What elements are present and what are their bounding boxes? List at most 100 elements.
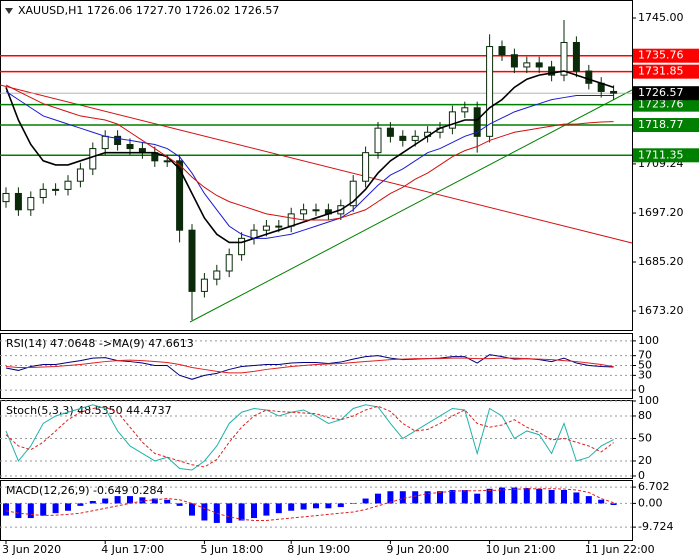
histogram-bar (399, 491, 406, 504)
candle-body (64, 180, 72, 190)
level-label: 1731.85 (638, 65, 684, 78)
indicator-line (5, 405, 614, 468)
histogram-bar (213, 503, 220, 523)
candle-body (349, 180, 357, 207)
histogram-bar (288, 503, 295, 511)
y-tick-label: 0 (638, 469, 645, 482)
histogram-bar (461, 490, 468, 504)
y-tick-label: 70 (638, 349, 652, 362)
histogram-bar (65, 503, 71, 511)
candle-body (411, 135, 419, 141)
histogram-bar (437, 491, 443, 504)
histogram-bar (226, 503, 233, 523)
candle-body (101, 135, 109, 150)
candle-body (27, 197, 35, 211)
histogram-bar (89, 500, 96, 504)
histogram-bar (536, 488, 543, 504)
candle-body (163, 160, 171, 163)
histogram-bar (548, 490, 555, 504)
y-tick-label: 0.00 (638, 496, 663, 509)
candle-body (461, 107, 469, 113)
candle-body (535, 62, 543, 68)
y-tick-label: 1673.20 (638, 304, 684, 317)
candle-body (473, 107, 481, 137)
main-panel-frame (0, 0, 633, 331)
histogram-bar (523, 488, 530, 504)
histogram-bar (412, 491, 419, 504)
panel-title: XAUUSD,H1 1726.06 1727.70 1726.02 1726.5… (18, 4, 279, 17)
y-tick-label: 1745.00 (638, 11, 684, 24)
candle-body (300, 209, 308, 215)
x-tick-label: 10 Jun 21:00 (486, 543, 556, 556)
candle-body (262, 225, 270, 231)
histogram-bar (313, 503, 319, 509)
candle-body (572, 41, 580, 72)
candle-body (14, 192, 22, 211)
level-label-bg (633, 97, 699, 112)
histogram-bar (139, 497, 146, 504)
histogram-bar (337, 503, 344, 508)
histogram-bar (325, 503, 332, 509)
candle-body (362, 152, 370, 182)
x-tick-label: 11 Jun 22:00 (585, 543, 655, 556)
histogram-bar (375, 493, 381, 504)
candle-body (374, 127, 382, 154)
histogram-bar (511, 487, 518, 504)
support-trendline (189, 89, 633, 323)
x-tick-label: 8 Jun 19:00 (287, 543, 350, 556)
panel-title: MACD(12,26,9) -0.649 0.284 (6, 484, 164, 497)
level-label: 1718.77 (638, 118, 684, 131)
y-tick-label: 1697.20 (638, 206, 684, 219)
candle-body (126, 143, 134, 150)
candle-body (2, 192, 10, 203)
candle-body (486, 46, 494, 137)
histogram-bar (499, 487, 505, 504)
x-tick-label: 4 Jun 17:00 (101, 543, 164, 556)
moving-average (5, 91, 614, 239)
candle-body (39, 188, 47, 199)
histogram-bar (176, 503, 183, 506)
histogram-bar (114, 496, 121, 504)
y-tick-label: 20 (638, 454, 652, 467)
current-price-bg (633, 86, 699, 101)
histogram-bar (486, 488, 493, 504)
histogram-bar (52, 503, 59, 514)
candle-body (523, 62, 531, 68)
histogram-bar (127, 496, 133, 504)
level-label: 1735.76 (638, 49, 684, 62)
histogram-bar (424, 491, 431, 504)
x-tick-label: 9 Jun 20:00 (386, 543, 449, 556)
macd-panel-frame (0, 480, 633, 541)
candle-body (312, 209, 320, 212)
y-tick-label: -9.724 (638, 520, 673, 533)
candle-body (200, 278, 208, 292)
histogram-bar (40, 503, 47, 516)
candle-body (610, 90, 618, 94)
histogram-bar (362, 498, 369, 504)
histogram-bar (598, 499, 605, 504)
histogram-bar (15, 503, 22, 519)
y-tick-label: 50 (638, 359, 652, 372)
candle-body (52, 188, 60, 191)
indicator-line (5, 357, 614, 374)
y-tick-label: 100 (638, 394, 659, 407)
y-tick-label: 100 (638, 334, 659, 347)
candle-body (275, 225, 283, 228)
candle-body (585, 70, 593, 84)
level-label-bg (633, 148, 699, 163)
resistance-trendline (0, 84, 633, 244)
histogram-bar (387, 491, 394, 504)
histogram-bar (189, 503, 195, 516)
level-label: 1711.35 (638, 148, 684, 161)
candle-body (114, 135, 122, 145)
histogram-bar (350, 503, 357, 504)
level-label-bg (633, 64, 699, 79)
candle-body (89, 148, 97, 170)
candle-body (386, 127, 394, 137)
candle-body (510, 54, 518, 68)
histogram-bar (251, 503, 257, 519)
current-price-label: 1726.57 (638, 86, 684, 99)
signal-line (5, 488, 614, 521)
y-tick-label: 0 (638, 383, 645, 396)
candle-body (448, 111, 456, 129)
